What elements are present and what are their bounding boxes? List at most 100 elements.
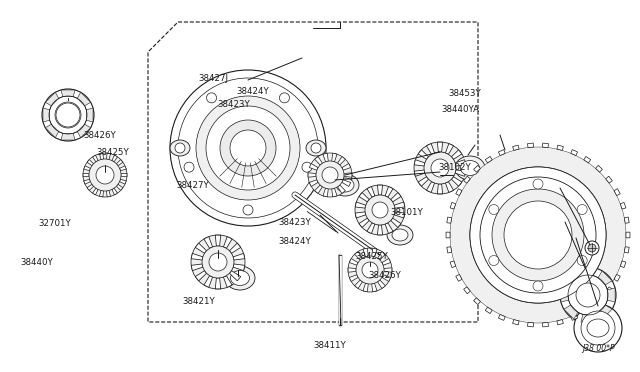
Circle shape [196,96,300,200]
Polygon shape [446,232,450,238]
Ellipse shape [331,174,359,196]
Circle shape [588,244,596,252]
Polygon shape [229,271,241,281]
Polygon shape [624,217,629,223]
Text: 38424Y: 38424Y [237,87,269,96]
Ellipse shape [225,266,255,290]
Polygon shape [337,157,346,165]
Text: 38101Y: 38101Y [390,208,423,217]
Circle shape [206,106,290,190]
Polygon shape [384,268,392,272]
Circle shape [209,253,227,271]
Polygon shape [337,185,346,193]
Polygon shape [527,143,534,148]
Polygon shape [121,173,127,177]
Polygon shape [93,188,98,195]
Polygon shape [372,283,377,292]
Polygon shape [45,124,59,138]
Polygon shape [43,108,50,122]
Circle shape [220,120,276,176]
Polygon shape [543,323,548,327]
Circle shape [356,256,384,284]
Ellipse shape [587,319,609,337]
Polygon shape [363,248,368,257]
Polygon shape [87,160,93,166]
Polygon shape [229,243,241,253]
Polygon shape [355,251,362,260]
Polygon shape [605,287,612,294]
Polygon shape [344,173,352,177]
Ellipse shape [336,178,354,192]
Circle shape [574,304,622,352]
Circle shape [577,205,587,215]
Polygon shape [450,202,456,209]
Polygon shape [195,271,207,281]
Polygon shape [355,212,366,218]
Circle shape [191,235,245,289]
Polygon shape [309,180,318,186]
Text: 38411Y: 38411Y [314,341,346,350]
Polygon shape [499,150,505,155]
Circle shape [585,241,599,255]
Polygon shape [543,143,548,148]
Circle shape [311,143,321,153]
Circle shape [372,202,388,218]
Polygon shape [596,298,602,305]
Polygon shape [359,218,369,228]
Circle shape [577,256,587,266]
Polygon shape [513,320,519,325]
Ellipse shape [170,140,190,156]
Polygon shape [385,223,393,234]
Text: 38440YA: 38440YA [442,105,479,114]
Ellipse shape [455,156,485,180]
Polygon shape [308,173,316,177]
Polygon shape [106,153,111,160]
Circle shape [302,162,312,172]
Polygon shape [474,166,481,172]
Circle shape [576,283,600,307]
Circle shape [492,189,584,281]
Polygon shape [451,150,462,159]
Polygon shape [605,176,612,183]
Polygon shape [624,247,629,253]
Text: 38421Y: 38421Y [182,297,215,306]
Polygon shape [418,177,429,186]
Polygon shape [391,218,401,228]
Polygon shape [456,275,462,281]
Polygon shape [620,202,626,209]
Polygon shape [581,314,595,322]
Text: 38102Y: 38102Y [438,163,471,172]
Polygon shape [372,248,377,257]
Polygon shape [414,160,425,166]
Polygon shape [557,320,563,325]
Polygon shape [323,153,328,162]
Polygon shape [620,261,626,267]
Circle shape [280,93,289,103]
Ellipse shape [230,270,250,285]
Polygon shape [499,314,505,320]
Polygon shape [414,170,425,176]
Polygon shape [607,288,615,302]
Polygon shape [614,275,620,281]
Ellipse shape [583,315,613,341]
Circle shape [42,89,94,141]
Circle shape [202,246,234,278]
Circle shape [207,93,216,103]
Polygon shape [626,232,630,238]
Polygon shape [191,253,203,260]
Polygon shape [614,189,620,196]
Circle shape [489,256,499,266]
Text: 38425Y: 38425Y [355,252,388,261]
Circle shape [581,311,615,345]
Text: 38453Y: 38453Y [448,89,481,97]
Polygon shape [309,164,318,170]
Polygon shape [367,223,375,234]
Polygon shape [561,288,569,302]
Polygon shape [418,150,429,159]
Polygon shape [195,243,207,253]
Circle shape [533,179,543,189]
Polygon shape [332,153,337,162]
Polygon shape [204,237,212,248]
Polygon shape [385,186,393,197]
Polygon shape [349,259,358,265]
